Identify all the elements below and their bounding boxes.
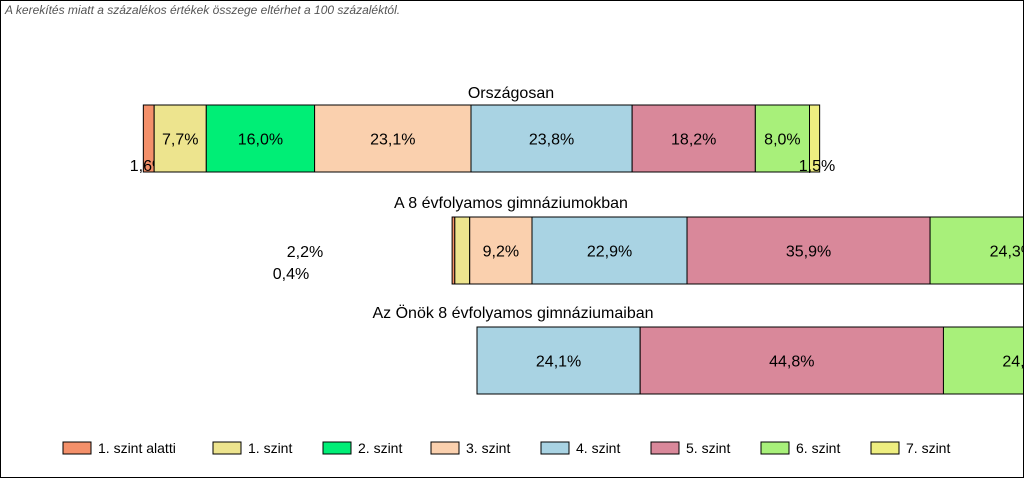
data-label: 23,8% <box>529 132 574 149</box>
data-label: 9,2% <box>483 244 519 261</box>
data-label: 24,3% <box>990 244 1023 261</box>
data-label: 24,1% <box>1002 354 1023 371</box>
bar-segment <box>470 104 633 173</box>
data-label: 8,0% <box>764 132 800 149</box>
legend-swatch <box>322 441 352 455</box>
legend-swatch <box>212 441 242 455</box>
bar-segment <box>929 216 1023 285</box>
bar-segment <box>942 326 1023 395</box>
legend-label: 1. szint alatti <box>98 440 176 456</box>
rounding-note: A kerekítés miatt a százalékos értékek ö… <box>5 3 401 17</box>
legend-label: 7. szint <box>906 440 950 456</box>
data-label: 1,5% <box>799 158 835 175</box>
data-label: 24,1% <box>536 354 581 371</box>
bar-segment <box>454 216 471 285</box>
legend-label: 1. szint <box>248 440 292 456</box>
legend-swatch <box>870 441 900 455</box>
data-label: 35,9% <box>786 244 831 261</box>
bar-segment <box>631 104 756 173</box>
group-title: Az Önök 8 évfolyamos gimnáziumaiban <box>372 304 653 322</box>
data-label: 44,8% <box>769 354 814 371</box>
legend-swatch <box>650 441 680 455</box>
legend-label: 3. szint <box>466 440 510 456</box>
legend-label: 6. szint <box>796 440 840 456</box>
legend-swatch <box>430 441 460 455</box>
bar-segment <box>205 104 316 173</box>
legend-label: 2. szint <box>358 440 402 456</box>
bar-segment <box>153 104 207 173</box>
bar-segment <box>476 326 641 395</box>
data-label: 18,2% <box>671 132 716 149</box>
bar-segment <box>639 326 944 395</box>
data-label: 0,4% <box>273 266 309 283</box>
group-title: A 8 évfolyamos gimnáziumokban <box>394 195 628 212</box>
legend-swatch <box>540 441 570 455</box>
bar-segment <box>809 104 821 173</box>
data-label: 16,0% <box>238 132 283 149</box>
bar-segment <box>314 104 472 173</box>
group-title: Országosan <box>468 85 554 102</box>
legend-swatch <box>760 441 790 455</box>
bar-segment <box>531 216 688 285</box>
data-label: 7,7% <box>162 132 198 149</box>
legend-label: 5. szint <box>686 440 730 456</box>
data-label: 23,1% <box>370 132 415 149</box>
bar-segment <box>754 104 811 173</box>
legend-swatch <box>62 441 92 455</box>
bar-segment <box>686 216 931 285</box>
legend-label: 4. szint <box>576 440 620 456</box>
data-label: 22,9% <box>587 244 632 261</box>
data-label: 2,2% <box>287 244 323 261</box>
